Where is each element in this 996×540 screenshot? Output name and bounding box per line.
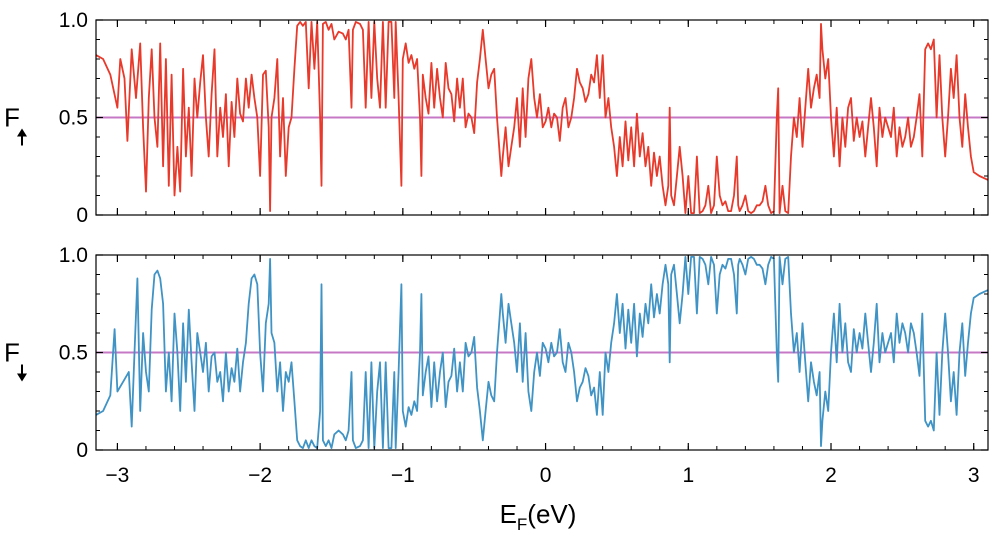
spin-down-y-tick-label: 1.0 xyxy=(59,244,88,267)
spin-down-y-tick-label: 0.5 xyxy=(59,342,88,365)
spin-up-series-line xyxy=(95,21,989,214)
spin-down-panel: 0 0.5 1.0 F xyxy=(4,244,989,462)
x-axis-title-unit: (eV) xyxy=(527,499,576,529)
x-axis-title: EF(eV) xyxy=(500,499,577,534)
spin-up-panel: 0 0.5 1.0 F xyxy=(4,9,989,227)
spin-up-y-tick-label: 0 xyxy=(76,204,88,227)
x-axis-title-sub: F xyxy=(517,515,527,534)
x-tick-label: 2 xyxy=(825,464,837,487)
spin-up-y-tick-label: 1.0 xyxy=(59,9,88,32)
x-tick-label: −2 xyxy=(248,464,272,487)
spin-down-y-axis-title: F xyxy=(4,338,20,368)
x-axis-title-main: E xyxy=(500,499,517,529)
x-tick-label: −1 xyxy=(391,464,415,487)
x-tick-label: 1 xyxy=(682,464,694,487)
x-tick-label: −3 xyxy=(105,464,129,487)
spin-down-y-tick-label: 0 xyxy=(76,439,88,462)
x-tick-label: 0 xyxy=(540,464,552,487)
x-axis: −3 −2 −1 0 1 2 3 xyxy=(105,464,979,487)
spin-down-down-arrow-head-icon xyxy=(17,373,27,382)
x-tick-label: 3 xyxy=(968,464,980,487)
spin-up-y-tick-label: 0.5 xyxy=(59,107,88,130)
spin-up-up-arrow-head-icon xyxy=(17,128,27,137)
spin-up-y-axis-title: F xyxy=(4,103,20,133)
spin-down-series-line xyxy=(95,255,989,449)
